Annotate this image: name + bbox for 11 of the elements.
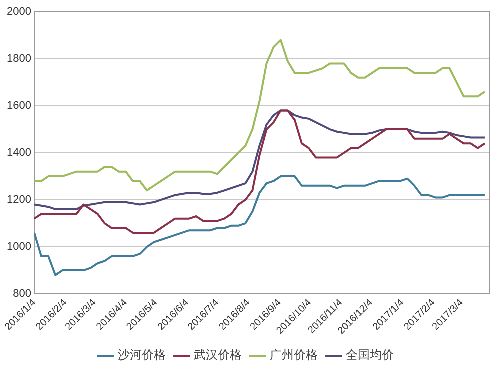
legend-label: 沙河价格 [118, 348, 166, 362]
y-tick-label: 1200 [6, 194, 32, 206]
legend-label: 武汉价格 [194, 348, 242, 362]
y-tick-label: 1000 [6, 241, 32, 254]
legend-label: 广州价格 [270, 348, 318, 362]
y-tick-label: 1600 [6, 100, 32, 112]
y-tick-label: 2000 [6, 6, 32, 18]
y-tick-label: 800 [13, 288, 32, 300]
legend-label: 全国均价 [346, 348, 394, 362]
y-tick-label: 1400 [6, 147, 32, 160]
y-tick-label: 1800 [6, 53, 32, 66]
